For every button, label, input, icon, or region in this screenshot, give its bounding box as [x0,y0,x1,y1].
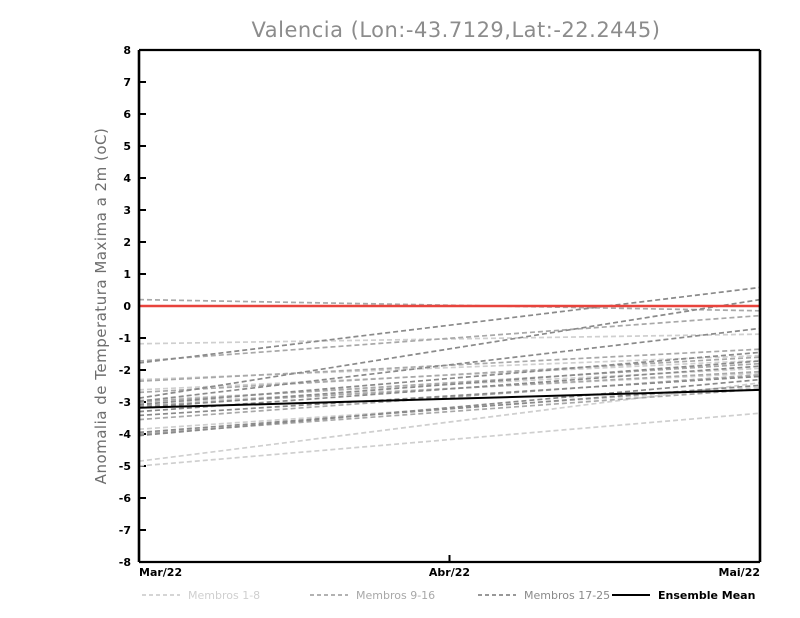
series-line [138,286,761,364]
y-tick-label: -6 [119,492,132,505]
chart-title: Valencia (Lon:-43.7129,Lat:-22.2445) [252,18,661,42]
y-tick-label: -4 [119,428,132,441]
legend-label: Membros 17-25 [524,589,610,602]
y-tick-label: -7 [119,524,131,537]
y-tick-label: -8 [119,556,131,569]
y-tick-label: -3 [119,396,131,409]
legend-label: Membros 1-8 [188,589,260,602]
plot-frame [137,48,762,564]
y-tick-label: -2 [119,364,131,377]
y-tick-label: -5 [119,460,131,473]
series-line [138,327,761,403]
y-tick-label: 2 [123,236,131,249]
x-axis-ticks: Mar/22 Abr/22 Mai/22 [138,555,761,579]
y-tick-label: 1 [123,268,131,281]
y-tick-label: -1 [119,332,131,345]
y-tick-label: 6 [123,108,131,121]
y-tick-label: 3 [123,204,131,217]
y-tick-label: 5 [123,140,131,153]
legend-label: Membros 9-16 [356,589,435,602]
legend-label: Ensemble Mean [658,589,755,602]
series-line [138,298,761,399]
y-tick-label: 4 [123,172,131,185]
series-lines [138,286,761,467]
x-tick-label: Mai/22 [719,566,760,579]
series-lines-front [138,388,761,409]
chart-legend: Membros 1-8 Membros 9-16 Membros 17-25 Ense… [142,589,755,602]
y-tick-label: 8 [123,44,131,57]
x-tick-label: Mar/22 [139,566,182,579]
y-axis-title: Anomalia de Temperatura Maxima a 2m (oC) [92,128,110,485]
x-tick-label: Abr/22 [429,566,470,579]
series-line [138,381,761,463]
y-tick-label: 7 [123,76,131,89]
series-line [138,388,761,409]
y-tick-label: 0 [123,300,131,313]
